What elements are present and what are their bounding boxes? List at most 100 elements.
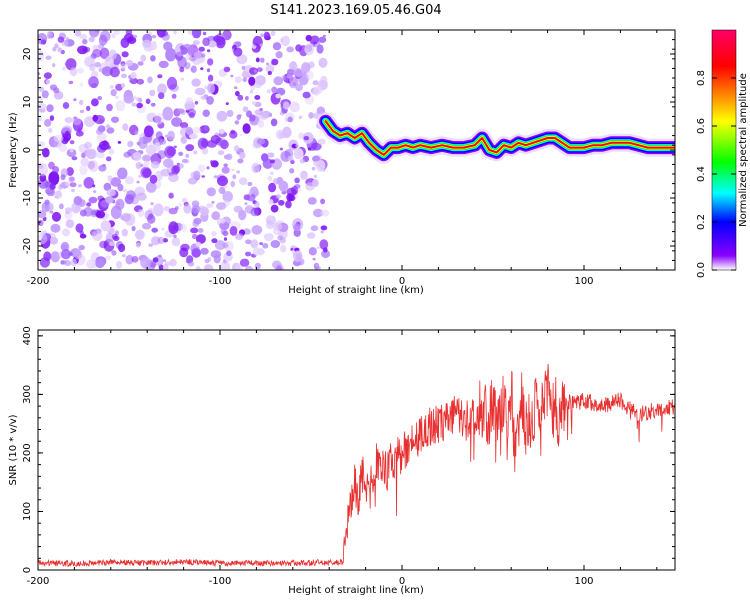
noise-speckle	[58, 143, 67, 152]
snr-plot-area	[38, 330, 675, 570]
noise-speckle	[97, 125, 106, 133]
noise-speckle	[57, 47, 62, 53]
noise-speckle	[272, 42, 282, 51]
noise-speckle	[52, 46, 57, 52]
noise-speckle	[105, 124, 111, 129]
figure-title: S141.2023.169.05.46.G04	[270, 3, 441, 18]
noise-speckle	[131, 225, 136, 232]
noise-speckle	[78, 244, 85, 251]
noise-speckle	[202, 109, 210, 117]
noise-speckle	[260, 33, 265, 38]
noise-speckle	[263, 31, 271, 40]
noise-speckle	[199, 206, 210, 217]
noise-speckle	[154, 113, 165, 125]
noise-speckle	[72, 118, 82, 126]
noise-speckle	[245, 239, 252, 245]
noise-speckle	[238, 114, 242, 118]
noise-speckle	[106, 188, 116, 197]
noise-speckle	[216, 110, 228, 122]
noise-speckle	[259, 43, 264, 47]
noise-speckle	[255, 57, 260, 63]
noise-speckle	[245, 265, 253, 270]
noise-speckle	[315, 263, 320, 267]
noise-speckle	[89, 63, 96, 72]
noise-speckle	[249, 89, 253, 94]
noise-speckle	[257, 119, 265, 128]
noise-speckle	[268, 199, 274, 205]
noise-speckle	[103, 182, 112, 191]
noise-speckle	[236, 170, 241, 174]
noise-speckle	[293, 148, 304, 160]
noise-speckle	[198, 164, 206, 173]
noise-speckle	[259, 242, 264, 246]
noise-speckle	[111, 116, 119, 123]
noise-speckle	[178, 202, 183, 208]
noise-speckle	[53, 191, 63, 200]
noise-speckle	[239, 151, 246, 159]
noise-speckle	[195, 266, 201, 270]
noise-speckle	[165, 47, 177, 62]
noise-speckle	[200, 95, 206, 100]
noise-speckle	[71, 188, 75, 192]
noise-speckle	[176, 108, 185, 114]
noise-speckle	[197, 228, 204, 233]
noise-speckle	[317, 138, 326, 145]
noise-speckle	[105, 255, 111, 261]
noise-speckle	[140, 54, 147, 62]
x-tick-label: 100	[574, 576, 593, 587]
noise-speckle	[223, 163, 228, 167]
noise-speckle	[236, 54, 248, 65]
noise-speckle	[110, 89, 117, 97]
noise-speckle	[97, 96, 103, 101]
noise-speckle	[313, 85, 323, 95]
noise-speckle	[312, 257, 316, 261]
noise-speckle	[241, 70, 249, 79]
noise-speckle	[75, 130, 84, 137]
noise-speckle	[64, 62, 69, 66]
noise-speckle	[74, 249, 83, 260]
noise-speckle	[275, 51, 283, 59]
noise-speckle	[279, 110, 285, 116]
noise-speckle	[214, 132, 219, 136]
noise-speckle	[253, 42, 259, 47]
noise-speckle	[234, 233, 244, 240]
noise-speckle	[235, 90, 240, 97]
noise-speckle	[95, 151, 105, 159]
noise-speckle	[45, 55, 52, 60]
noise-speckle	[286, 193, 294, 202]
noise-speckle	[121, 228, 128, 237]
noise-speckle	[254, 262, 261, 270]
noise-speckle	[44, 202, 54, 212]
noise-speckle	[167, 130, 176, 141]
noise-speckle	[143, 125, 154, 138]
noise-speckle	[275, 194, 281, 200]
noise-speckle	[76, 67, 85, 74]
spectrogram-signal-track	[316, 112, 675, 164]
noise-speckle	[142, 168, 152, 178]
noise-speckle	[44, 119, 52, 127]
noise-speckle	[316, 159, 326, 172]
noise-speckle	[249, 67, 258, 75]
noise-speckle	[306, 232, 316, 239]
noise-speckle	[192, 126, 202, 134]
noise-speckle	[271, 86, 278, 94]
noise-speckle	[164, 145, 176, 159]
noise-speckle	[185, 259, 191, 264]
noise-speckle	[141, 222, 152, 230]
noise-speckle	[234, 76, 242, 84]
noise-speckle	[171, 237, 181, 247]
noise-speckle	[161, 30, 169, 37]
noise-speckle	[250, 239, 259, 249]
y-tick-label: 300	[22, 385, 33, 404]
noise-speckle	[135, 242, 141, 248]
noise-speckle	[206, 203, 214, 208]
colorbar-tick-label: 0.8	[696, 70, 707, 86]
noise-speckle	[198, 46, 205, 52]
noise-speckle	[222, 191, 233, 203]
noise-speckle	[93, 190, 97, 193]
noise-speckle	[152, 257, 159, 263]
noise-speckle	[163, 206, 170, 212]
noise-speckle	[263, 233, 274, 241]
noise-speckle	[238, 177, 248, 186]
noise-speckle	[185, 97, 194, 104]
